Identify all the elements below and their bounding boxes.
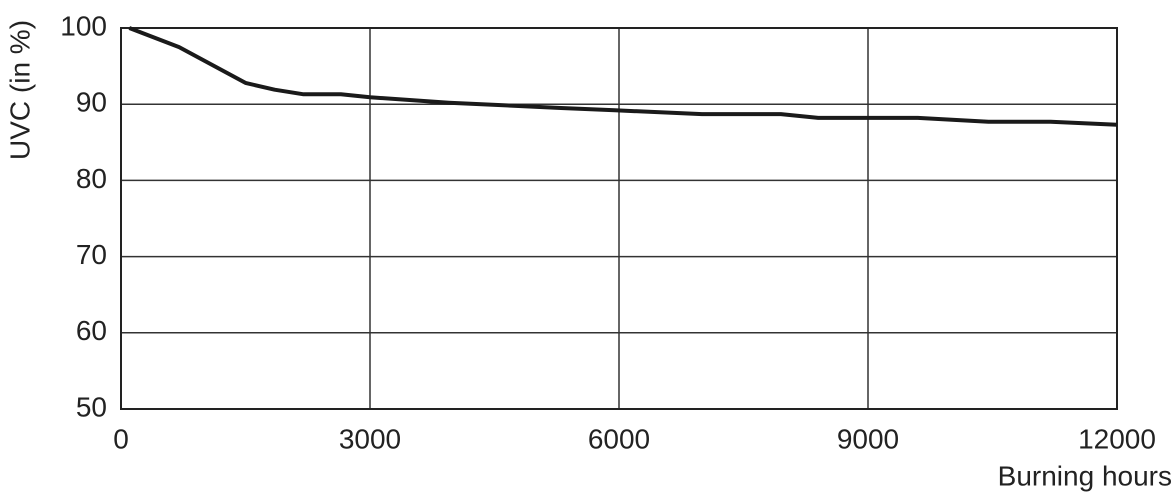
plot-frame (120, 27, 1118, 410)
line (128, 26, 1118, 127)
x-tick-label: 6000 (588, 423, 650, 454)
y-tick-label: 60 (76, 315, 107, 346)
y-axis-label: UVC (in %) (4, 20, 35, 160)
x-tick-label: 3000 (339, 423, 401, 454)
x-tick-label: 12000 (1078, 423, 1156, 454)
x-tick-label: 9000 (837, 423, 899, 454)
x-tick-label: 0 (113, 423, 129, 454)
y-tick-label: 80 (76, 163, 107, 194)
x-axis-label: Burning hours (998, 460, 1172, 491)
y-tick-label: 90 (76, 87, 107, 118)
y-tick-label: 100 (60, 10, 107, 41)
y-tick-label: 50 (76, 391, 107, 422)
y-tick-label: 70 (76, 239, 107, 270)
